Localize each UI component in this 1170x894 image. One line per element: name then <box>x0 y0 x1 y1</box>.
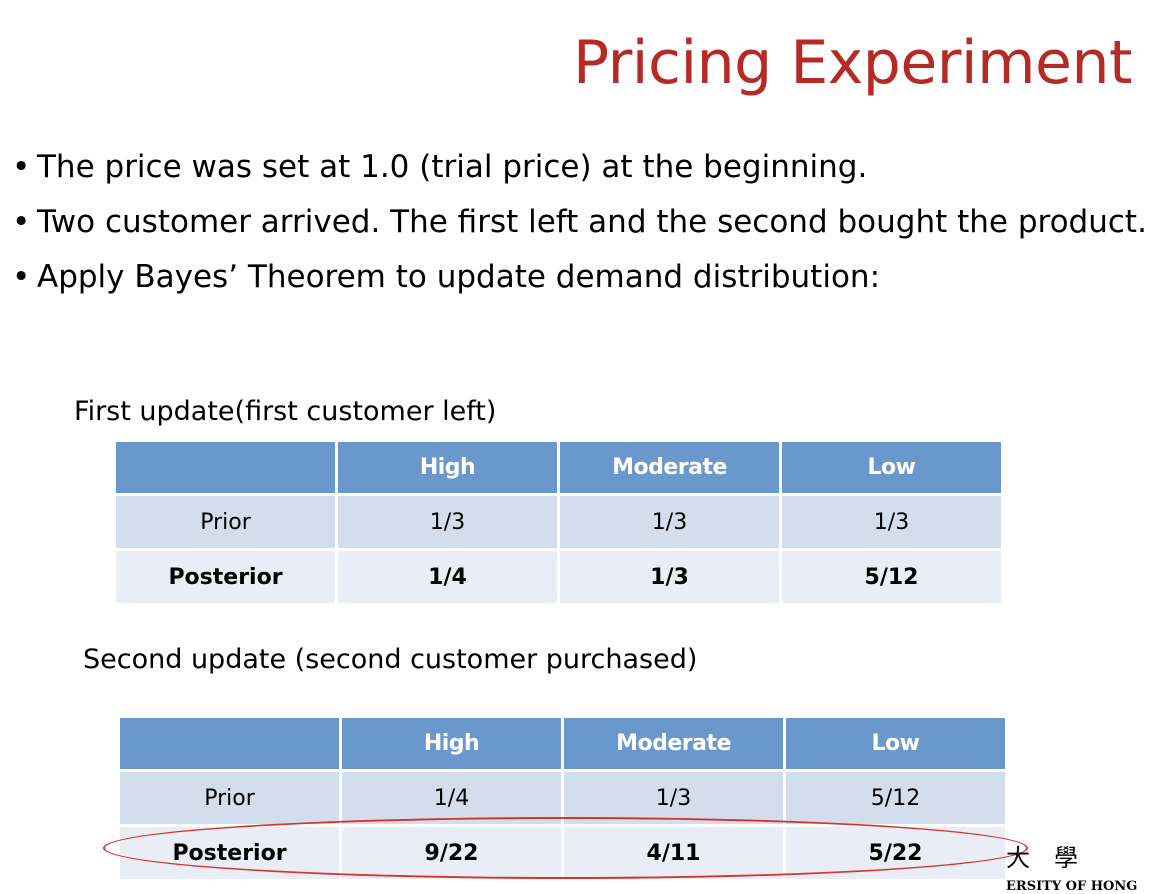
row-label: Prior <box>116 496 335 548</box>
bullet-item: • The price was set at 1.0 (trial price) … <box>12 140 1147 195</box>
table-header-row: High Moderate Low <box>120 718 1005 769</box>
first-update-table: High Moderate Low Prior 1/3 1/3 1/3 Post… <box>113 439 1004 606</box>
logo-english-text: ERSITY OF HONG <box>1006 879 1138 894</box>
slide-title: Pricing Experiment <box>573 28 1132 98</box>
table-header-cell <box>120 718 339 769</box>
bullet-list: • The price was set at 1.0 (trial price) … <box>12 140 1147 305</box>
table-cell: 1/4 <box>338 551 557 603</box>
table-cell: 9/22 <box>342 827 561 879</box>
table-cell: 5/12 <box>786 772 1005 824</box>
table-cell: 5/12 <box>782 551 1001 603</box>
table-header-cell <box>116 442 335 493</box>
table-header-cell: High <box>342 718 561 769</box>
row-label: Posterior <box>116 551 335 603</box>
bullet-text: Apply Bayes’ Theorem to update demand di… <box>37 259 881 295</box>
table-cell: 1/3 <box>338 496 557 548</box>
bullet-text: The price was set at 1.0 (trial price) a… <box>37 149 868 185</box>
bullet-dot: • <box>12 204 31 240</box>
table-header-row: High Moderate Low <box>116 442 1001 493</box>
table-row-posterior: Posterior 9/22 4/11 5/22 <box>120 827 1005 879</box>
first-update-caption: First update(first customer left) <box>74 396 497 427</box>
bullet-item: • Apply Bayes’ Theorem to update demand d… <box>12 250 1147 305</box>
table-cell: 1/3 <box>782 496 1001 548</box>
table-header-cell: Moderate <box>560 442 779 493</box>
table-cell: 1/3 <box>564 772 783 824</box>
row-label: Posterior <box>120 827 339 879</box>
table-cell: 1/3 <box>560 496 779 548</box>
table-cell: 5/22 <box>786 827 1005 879</box>
table-row-prior: Prior 1/3 1/3 1/3 <box>116 496 1001 548</box>
table-row-prior: Prior 1/4 1/3 5/12 <box>120 772 1005 824</box>
table-cell: 1/3 <box>560 551 779 603</box>
bullet-dot: • <box>12 259 31 295</box>
logo-chinese-text: 大學 <box>1006 844 1102 872</box>
table-header-cell: High <box>338 442 557 493</box>
second-update-caption: Second update (second customer purchased… <box>83 644 698 675</box>
bullet-item: • Two customer arrived. The first left an… <box>12 195 1147 250</box>
table-cell: 1/4 <box>342 772 561 824</box>
table-header-cell: Low <box>786 718 1005 769</box>
table-header-cell: Moderate <box>564 718 783 769</box>
bullet-text: Two customer arrived. The first left and… <box>37 204 1147 240</box>
second-update-table: High Moderate Low Prior 1/4 1/3 5/12 Pos… <box>117 715 1008 882</box>
table-row-posterior: Posterior 1/4 1/3 5/12 <box>116 551 1001 603</box>
bullet-dot: • <box>12 149 31 185</box>
table-header-cell: Low <box>782 442 1001 493</box>
row-label: Prior <box>120 772 339 824</box>
university-logo: 大學 ERSITY OF HONG <box>1006 838 1137 894</box>
table-cell: 4/11 <box>564 827 783 879</box>
